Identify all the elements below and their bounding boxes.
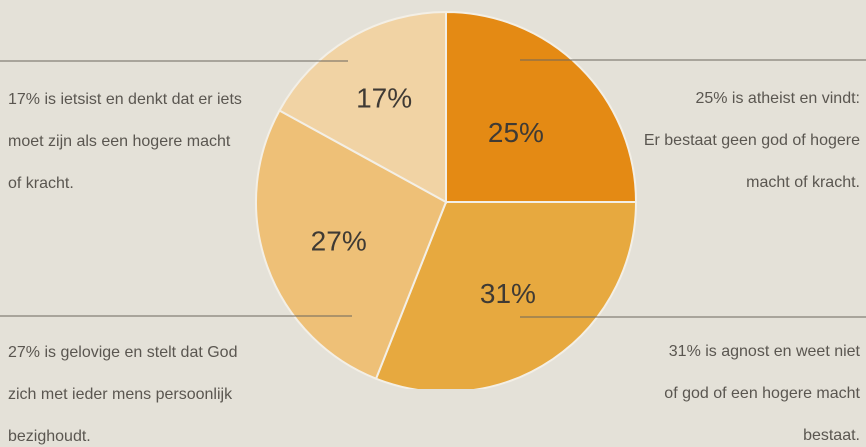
pie-chart: 25% 31% 27% 17% xyxy=(0,10,866,389)
annotation-gelovige: 27% is gelovige en stelt dat God zich me… xyxy=(8,344,238,445)
slice-label-agnost: 31% xyxy=(480,278,536,309)
slice-label-atheist: 25% xyxy=(488,117,544,148)
pie-slice-atheist xyxy=(445,10,638,203)
slice-label-ietsist: 17% xyxy=(356,82,412,113)
pie-slice-ietsist xyxy=(278,10,447,204)
slice-label-gelovige: 27% xyxy=(311,226,367,257)
pie-slice-gelovige xyxy=(255,109,448,380)
pie-slice-agnost xyxy=(374,201,638,389)
annotation-agnost: 31% is agnost en weet niet of god of een… xyxy=(664,343,860,444)
annotation-ietsist: 17% is ietsist en denkt dat er iets moet… xyxy=(8,91,242,192)
annotation-atheist: 25% is atheist en vindt: Er bestaat geen… xyxy=(643,90,860,191)
